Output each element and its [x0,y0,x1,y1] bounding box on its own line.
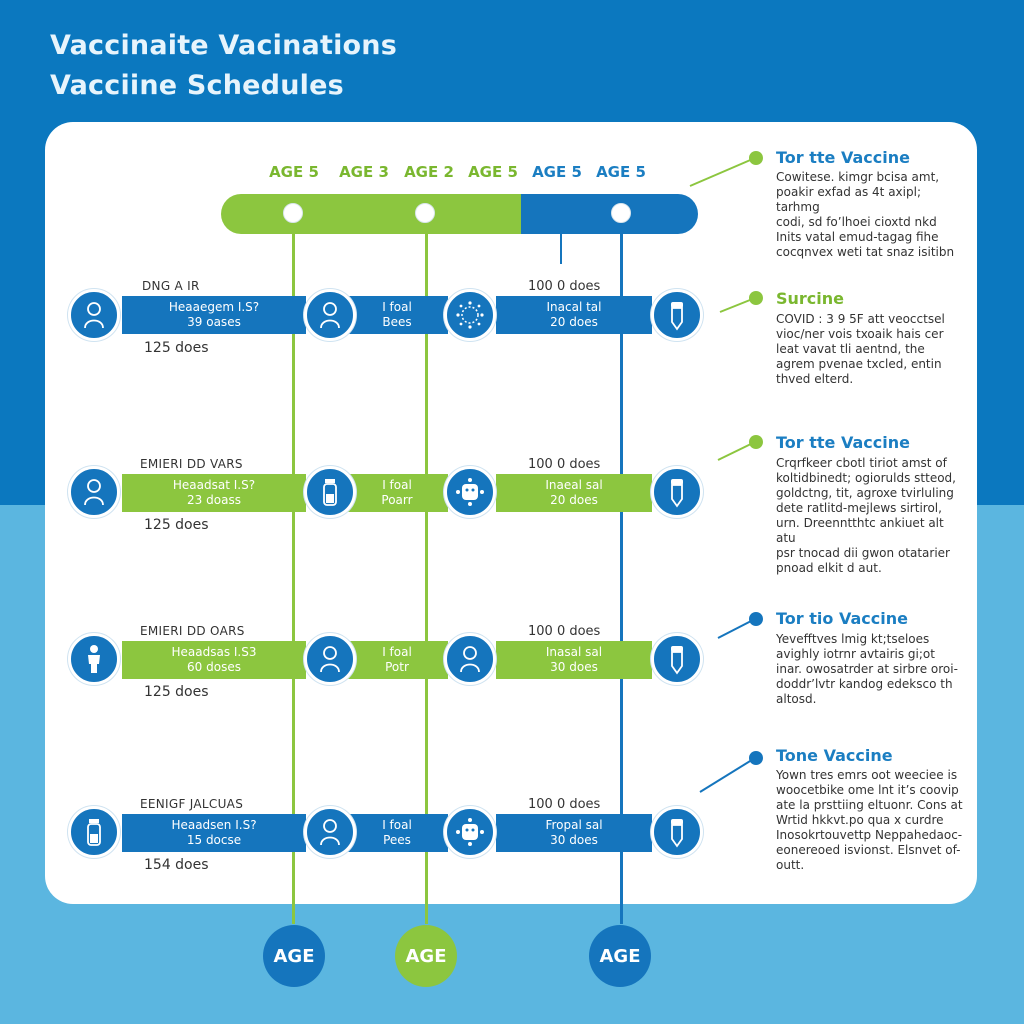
row-mid-bar: I foal Bees [346,296,448,334]
row-left-bar: Heaadsen I.S? 15 docse [122,814,306,852]
page-title-line-1: Vaccinaite Vacinations [50,30,397,61]
timeline-guide-line [620,234,623,924]
row-title: DNG A IR [142,279,200,293]
age-label: AGE 2 [404,163,454,181]
age-label: AGE 5 [532,163,582,181]
timeline-marker [611,203,631,223]
vaccine-vial-icon [651,806,703,858]
sidebar-bullet-dot [749,151,763,165]
age-label: AGE 3 [339,163,389,181]
sidebar-heading: Surcine [776,289,845,308]
page-title-line-2: Vacciine Schedules [50,70,344,101]
vaccine-vial-icon [651,466,703,518]
row-doses-left: 125 does [144,340,209,356]
sidebar-body: Yown tres emrs oot weeciee is woocetbike … [776,768,963,872]
schedule-card [45,122,977,904]
row-right-bar: Inacal tal 20 does [496,296,652,334]
age-label: AGE 5 [596,163,646,181]
row-doses-right: 100 0 does [528,279,601,294]
timeline-marker [283,203,303,223]
row-doses-left: 125 does [144,517,209,533]
sidebar-heading: Tor tte Vaccine [776,433,910,452]
sidebar-bullet-dot [749,435,763,449]
row-left-bar: Heaadsas I.S3 60 doses [122,641,306,679]
sidebar-heading: Tor tio Vaccine [776,609,908,628]
vial-icon [68,806,120,858]
sidebar-heading: Tor tte Vaccine [776,148,910,167]
row-right-bar: Fropal sal 30 does [496,814,652,852]
age-label: AGE 5 [269,163,319,181]
row-right-bar: Inasal sal 30 does [496,641,652,679]
row-title: EENIGF JALCUAS [140,797,244,811]
timeline-guide-line [425,234,428,924]
row-right-bar: Inaeal sal 20 does [496,474,652,512]
row-title: EMIERI DD VARS [140,457,243,471]
virus-icon [444,806,496,858]
timeline-marker [415,203,435,223]
row-mid-bar: I foal Potr [346,641,448,679]
child-icon [68,466,120,518]
age-badge: AGE [263,925,325,987]
vaccine-vial-icon [651,633,703,685]
sidebar-bullet-dot [749,612,763,626]
virus-icon [444,289,496,341]
timeline-bar-blue [521,194,698,234]
row-mid-bar: I foal Pees [346,814,448,852]
row-left-bar: Heaaegem I.S? 39 oases [122,296,306,334]
age-label: AGE 5 [468,163,518,181]
row-doses-left: 154 does [144,857,209,873]
timeline-bar-green [221,194,541,234]
timeline-tick [560,234,562,264]
person-icon [68,633,120,685]
child-icon [68,289,120,341]
row-doses-right: 100 0 does [528,457,601,472]
timeline-guide-line [292,234,295,924]
row-doses-right: 100 0 does [528,797,601,812]
sidebar-heading: Tone Vaccine [776,746,893,765]
row-left-bar: Heaadsat I.S? 23 doass [122,474,306,512]
virus-icon [444,466,496,518]
sidebar-body: Yevefftves lmig kt;tseloes avighly iotrnr… [776,632,958,706]
row-title: EMIERI DD OARS [140,624,245,638]
child-icon [304,289,356,341]
row-doses-left: 125 does [144,684,209,700]
vial-icon [304,466,356,518]
age-badge: AGE [395,925,457,987]
child-icon [304,806,356,858]
sidebar-bullet-dot [749,291,763,305]
sidebar-body: COVID : 3 9 5F att veocctsel vioc/ner voi… [776,312,945,386]
row-mid-bar: I foal Poarr [346,474,448,512]
sidebar-body: Crqrfkeer cbotl tiriot amst of koltidbine… [776,456,956,575]
vaccine-vial-icon [651,289,703,341]
child-icon [444,633,496,685]
sidebar-body: Cowitese. kimgr bcisa amt, poakir exfad a… [776,170,955,259]
row-doses-right: 100 0 does [528,624,601,639]
sidebar-bullet-dot [749,751,763,765]
child-icon [304,633,356,685]
age-badge: AGE [589,925,651,987]
